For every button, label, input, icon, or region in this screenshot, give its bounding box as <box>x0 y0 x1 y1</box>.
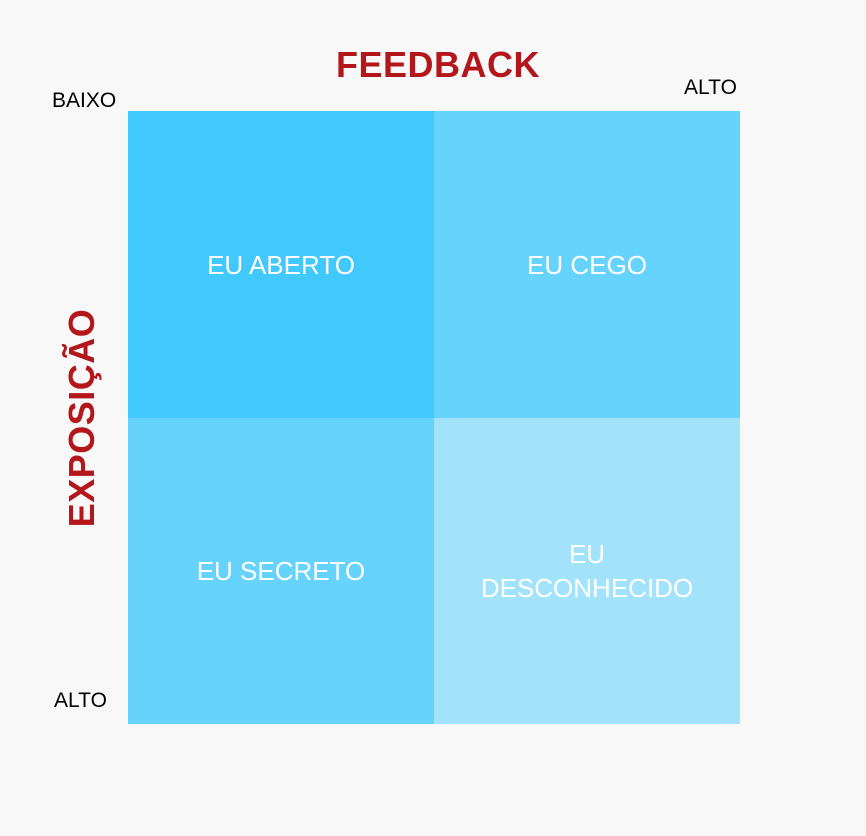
quadrant-eu-secreto: EU SECRETO <box>128 418 434 724</box>
quadrant-eu-aberto-label: EU ABERTO <box>207 249 355 280</box>
top-right-axis-label: ALTO <box>684 76 737 99</box>
quadrant-eu-desconhecido-label: EU DESCONHECIDO <box>480 539 694 603</box>
quadrant-eu-aberto: EU ABERTO <box>128 111 434 418</box>
quadrant-eu-cego-label: EU CEGO <box>527 249 647 280</box>
quadrant-eu-secreto-label: EU SECRETO <box>196 556 366 586</box>
johari-window-grid: EU ABERTO EU CEGO EU SECRETO EU DESCONHE… <box>128 111 740 724</box>
bottom-left-axis-label: ALTO <box>54 689 107 712</box>
quadrant-eu-desconhecido: EU DESCONHECIDO <box>434 418 740 724</box>
feedback-axis-title: FEEDBACK <box>335 44 540 85</box>
top-left-axis-label: BAIXO <box>52 89 117 112</box>
quadrant-eu-cego: EU CEGO <box>434 111 740 418</box>
exposicao-axis-title: EXPOSIÇÃO <box>61 308 102 528</box>
